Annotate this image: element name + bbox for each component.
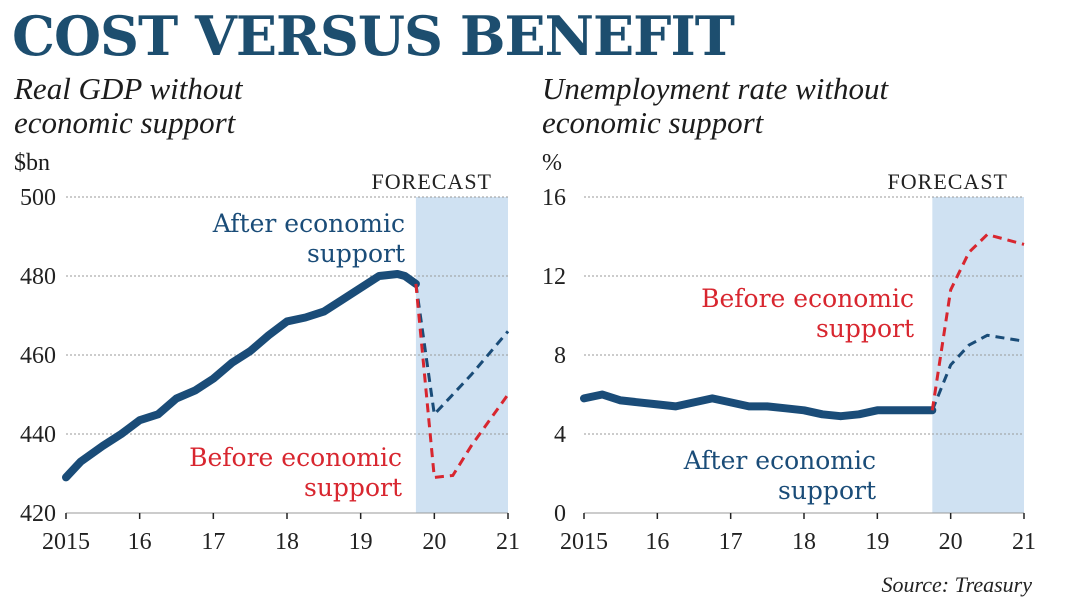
- gdp-x-tick-label: 19: [349, 529, 373, 555]
- unemployment-y-tick-label: 4: [554, 422, 566, 448]
- gdp-series-label-after: After economic: [212, 209, 405, 238]
- gdp-x-tick-label: 18: [275, 529, 299, 555]
- gdp-y-unit: $bn: [14, 150, 50, 176]
- unemployment-x-tick-label: 16: [645, 529, 669, 555]
- unemployment-series-label-before: Before economic: [701, 284, 914, 313]
- gdp-x-tick-label: 16: [128, 529, 152, 555]
- gdp-chart-title-line-2: economic support: [14, 105, 236, 140]
- gdp-y-tick-label: 500: [20, 185, 56, 211]
- gdp-series-label-after: support: [307, 239, 405, 268]
- unemployment-series-label-before: support: [816, 314, 914, 343]
- unemployment-forecast-label: FORECAST: [888, 169, 1008, 194]
- unemployment-x-tick-label: 20: [939, 529, 963, 555]
- unemployment-x-tick-label: 17: [719, 529, 743, 555]
- gdp-x-tick-label: 17: [201, 529, 225, 555]
- unemployment-x-tick-label: 19: [865, 529, 889, 555]
- unemployment-series-after-actual-line: [580, 390, 937, 421]
- unemployment-series-before-forecast-line: [930, 232, 1025, 411]
- unemployment-chart-title-line-1: Unemployment rate without: [542, 71, 889, 106]
- unemployment-series-label-after: support: [778, 476, 876, 505]
- gdp-x-tick-label: 2015: [42, 529, 90, 555]
- unemployment-y-tick-label: 16: [542, 185, 566, 211]
- unemployment-y-tick-label: 12: [542, 264, 566, 290]
- gdp-chart-title-line-1: Real GDP without: [14, 71, 243, 106]
- gdp-series-label-before: support: [304, 473, 402, 502]
- unemployment-chart: FORECAST 0 4 8 12 16 2015 16 17 18 19 20 21 After eco…: [542, 169, 1036, 555]
- gdp-x-tick-label: 21: [496, 529, 520, 555]
- unemployment-x-tick-label: 21: [1012, 529, 1036, 555]
- unemployment-chart-title-line-2: economic support: [542, 105, 764, 140]
- gdp-y-tick-label: 460: [20, 343, 56, 369]
- gdp-series-after-actual-line: [62, 270, 420, 482]
- unemployment-y-tick-label: 8: [554, 343, 566, 369]
- gdp-chart-title: Real GDP without economic support: [14, 72, 242, 140]
- gdp-series-after-forecast-line: [414, 283, 510, 418]
- gdp-x-tick-label: 20: [422, 529, 446, 555]
- unemployment-x-tick-label: 18: [792, 529, 816, 555]
- unemployment-y-tick-label: 0: [554, 501, 566, 527]
- gdp-y-tick-label: 420: [20, 501, 56, 527]
- headline: COST VERSUS BENEFIT: [12, 4, 735, 68]
- gdp-forecast-label: FORECAST: [372, 169, 492, 194]
- gdp-series-label-before: Before economic: [189, 443, 402, 472]
- gdp-y-tick-label: 480: [20, 264, 56, 290]
- unemployment-chart-title: Unemployment rate without economic suppo…: [542, 72, 888, 140]
- unemployment-series-after-forecast-line: [930, 333, 1025, 411]
- gdp-series-before-forecast-line: [414, 283, 510, 480]
- unemployment-series-label-after: After economic: [683, 446, 876, 475]
- gdp-chart: FORECAST 420 440 460 480 500 2015 16 17 18 19 20 21 A…: [20, 169, 520, 555]
- gdp-y-tick-label: 440: [20, 422, 56, 448]
- unemployment-forecast-band: [932, 197, 1024, 513]
- unemployment-y-unit: %: [542, 150, 562, 176]
- unemployment-x-tick-label: 2015: [560, 529, 608, 555]
- source-note: Source: Treasury: [881, 572, 1032, 597]
